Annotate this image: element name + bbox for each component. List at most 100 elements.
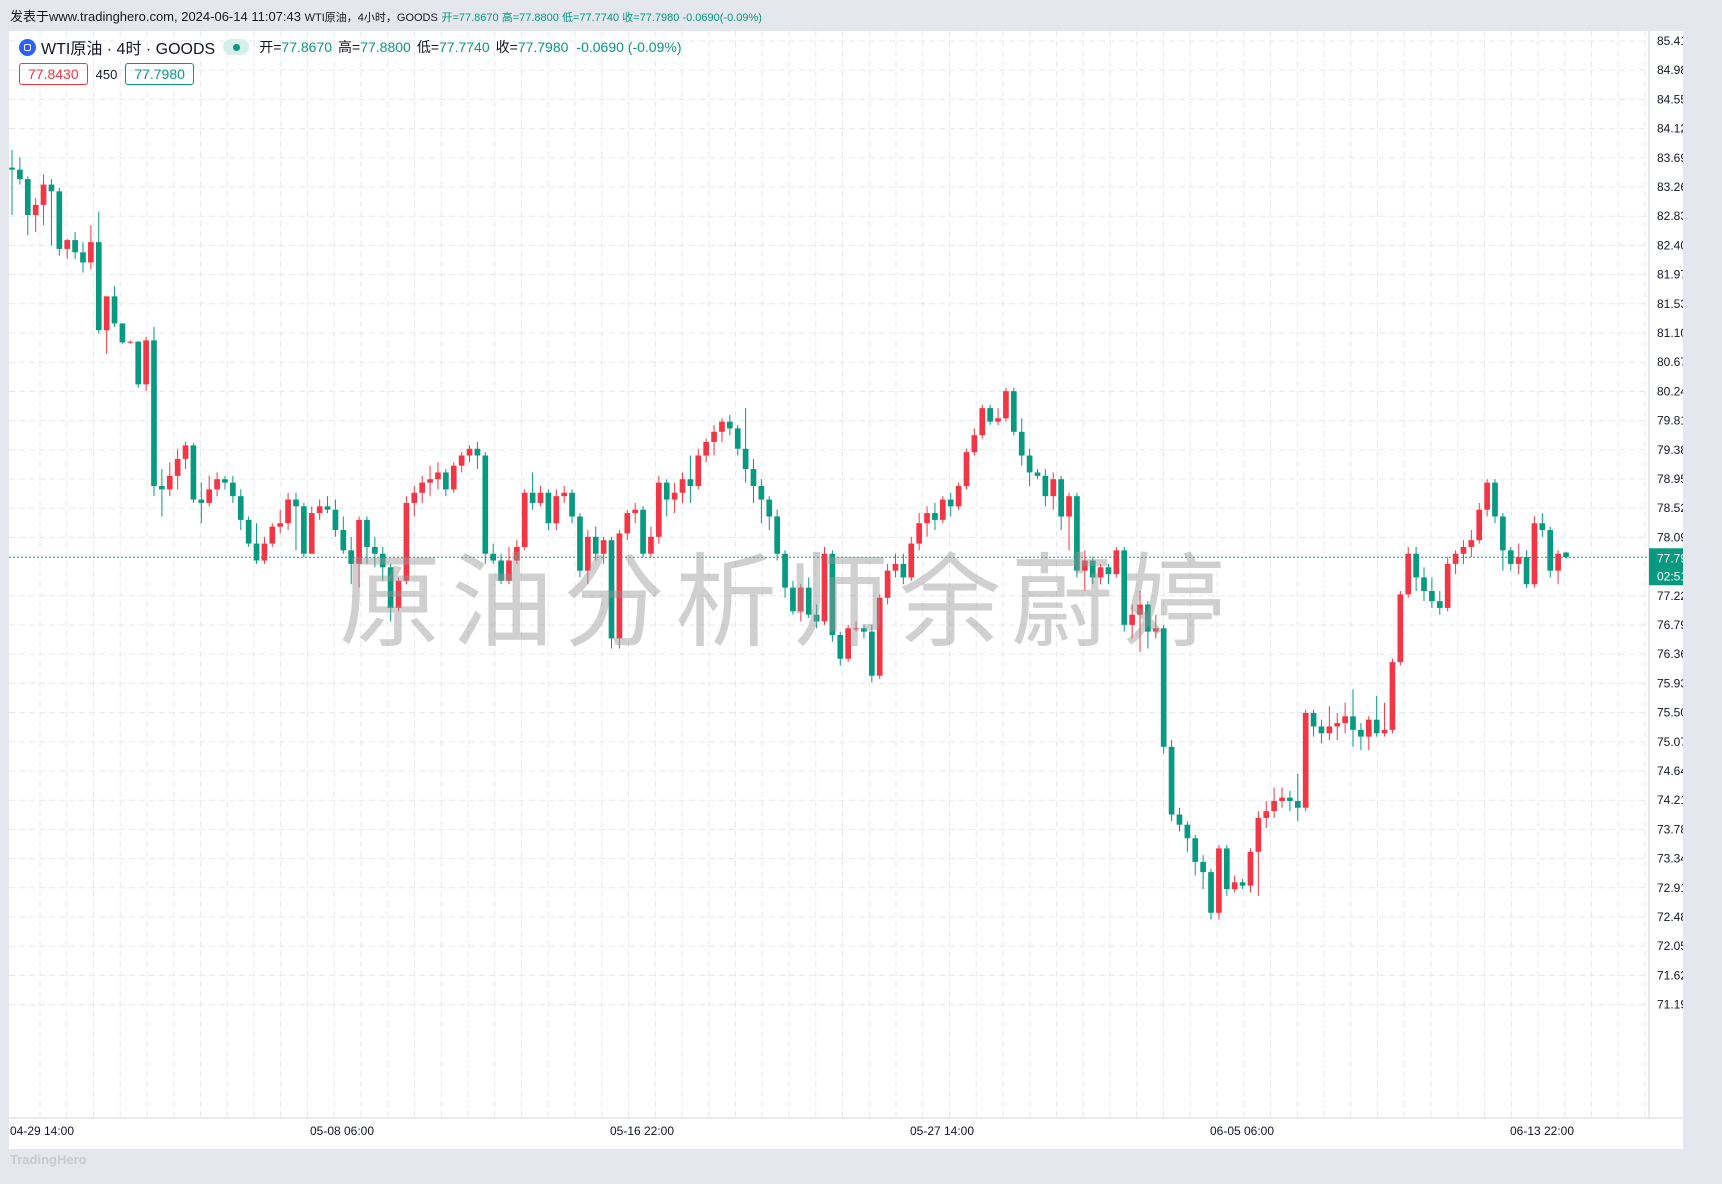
candle-body bbox=[703, 441, 710, 456]
top-info-bar: 发表于www.tradinghero.com, 2024-06-14 11:07… bbox=[0, 0, 1722, 34]
time-tick-label: 05-16 22:00 bbox=[610, 1124, 674, 1138]
candle-body bbox=[1302, 712, 1309, 808]
candle-body bbox=[1523, 557, 1530, 585]
candle-body bbox=[427, 479, 433, 483]
candle-body bbox=[868, 631, 875, 676]
candle-body bbox=[64, 240, 71, 249]
price-tick-label: 82.8328 bbox=[1657, 209, 1683, 223]
candle-body bbox=[372, 546, 378, 554]
time-tick-label: 06-05 06:00 bbox=[1210, 1124, 1274, 1138]
candle-body bbox=[269, 526, 276, 544]
candle-body bbox=[1421, 577, 1427, 591]
candle-body bbox=[159, 485, 165, 490]
candle-body bbox=[1310, 712, 1317, 727]
candle-body bbox=[1444, 563, 1451, 608]
candle-body bbox=[48, 184, 55, 192]
candle-body bbox=[506, 560, 512, 581]
candle-body bbox=[111, 296, 118, 324]
time-tick-label: 06-13 22:00 bbox=[1510, 1124, 1574, 1138]
candle-body bbox=[1468, 540, 1475, 547]
candle-body bbox=[813, 614, 820, 622]
candle-body bbox=[190, 445, 197, 500]
price-tick-label: 76.7980 bbox=[1657, 618, 1683, 632]
candle-body bbox=[1239, 882, 1246, 886]
candle-body bbox=[1263, 811, 1270, 818]
candle-body bbox=[711, 431, 717, 442]
candle-body bbox=[1208, 872, 1214, 913]
candle-body bbox=[214, 479, 220, 490]
chart-panel[interactable]: 85.4192 84.9881 84.5571 84.1260 83.6950 83.26… bbox=[9, 31, 1683, 1149]
candle-body bbox=[561, 492, 568, 497]
candle-body bbox=[687, 479, 694, 486]
candle-body bbox=[340, 530, 347, 551]
candle-body bbox=[17, 169, 23, 180]
candle-body bbox=[900, 563, 907, 578]
candle-body bbox=[750, 469, 757, 486]
candle-body bbox=[261, 543, 268, 561]
candle-body bbox=[1365, 719, 1372, 737]
candle-body bbox=[916, 523, 922, 544]
candle-body bbox=[24, 179, 31, 216]
candle-body bbox=[1121, 550, 1128, 625]
price-tick-label: 73.7806 bbox=[1657, 822, 1683, 836]
candle-body bbox=[450, 465, 457, 490]
candle-body bbox=[1405, 553, 1412, 595]
legend-high: 高=77.8800 bbox=[338, 39, 411, 55]
candle-body bbox=[1129, 614, 1135, 625]
price-tick-label: 81.5397 bbox=[1657, 297, 1683, 311]
market-status-badge[interactable] bbox=[223, 39, 250, 55]
candle-body bbox=[947, 499, 954, 507]
candle-body bbox=[72, 240, 78, 253]
candle-body bbox=[1515, 557, 1522, 564]
candle-body bbox=[1294, 800, 1301, 808]
candle-body bbox=[1547, 530, 1554, 571]
candle-body bbox=[88, 242, 94, 263]
candle-body bbox=[734, 428, 741, 449]
candle-body bbox=[987, 408, 993, 422]
candle-body bbox=[1026, 455, 1033, 473]
symbol-title[interactable]: WTI原油 · 4时 · GOODS bbox=[41, 41, 216, 58]
candle-body bbox=[316, 506, 323, 514]
candle-body bbox=[332, 509, 339, 531]
candle-body bbox=[656, 482, 662, 537]
candle-body bbox=[403, 502, 410, 581]
candle-body bbox=[553, 496, 560, 524]
candle-body bbox=[364, 519, 370, 547]
candle-body bbox=[1500, 516, 1506, 551]
time-tick-label: 05-27 14:00 bbox=[910, 1124, 974, 1138]
candle-body bbox=[1452, 553, 1459, 564]
candle-body bbox=[774, 516, 781, 554]
candle-body bbox=[1460, 546, 1467, 554]
candle-body bbox=[1247, 851, 1254, 886]
candle-body bbox=[356, 519, 362, 564]
candle-body bbox=[797, 587, 804, 612]
price-tick-label: 84.5571 bbox=[1657, 92, 1683, 106]
candle-body bbox=[1429, 590, 1435, 602]
candle-body bbox=[1531, 523, 1538, 585]
candle-body bbox=[1436, 601, 1443, 608]
candle-body bbox=[679, 479, 686, 493]
candle-body bbox=[379, 553, 386, 568]
candle-body bbox=[95, 242, 102, 331]
price-tick-label: 77.2291 bbox=[1657, 589, 1683, 603]
candle-body bbox=[876, 597, 883, 676]
candle-body bbox=[411, 492, 418, 503]
candle-body bbox=[80, 252, 86, 263]
current-price-label: 77.7980 bbox=[1657, 551, 1683, 565]
candle-body bbox=[245, 519, 252, 544]
price-tick-label: 72.0564 bbox=[1657, 939, 1683, 953]
candlestick-chart[interactable]: 85.4192 84.9881 84.5571 84.1260 83.6950 83.26… bbox=[9, 31, 1683, 1149]
buy-price-button[interactable]: 77.7980 bbox=[125, 63, 194, 85]
candle-body bbox=[1192, 838, 1199, 862]
candle-body bbox=[1074, 496, 1080, 571]
candle-body bbox=[671, 492, 678, 500]
candle-body bbox=[592, 536, 599, 554]
candle-body bbox=[1397, 594, 1404, 663]
candle-body bbox=[963, 452, 970, 486]
candle-body bbox=[1231, 882, 1238, 890]
candle-body bbox=[648, 536, 654, 554]
candle-body bbox=[1389, 662, 1396, 730]
candle-body bbox=[1105, 567, 1112, 575]
candle-body bbox=[443, 472, 449, 490]
sell-price-button[interactable]: 77.8430 bbox=[19, 63, 88, 85]
